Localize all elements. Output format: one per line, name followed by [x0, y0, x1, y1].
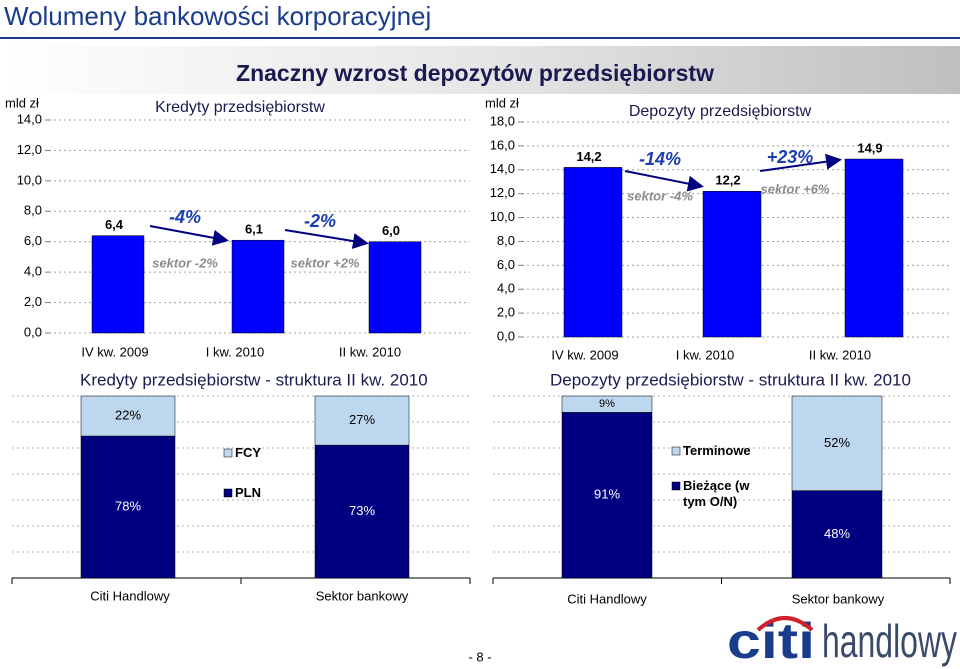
value-label: 22% [115, 407, 141, 422]
y-tick-label: 0,0 [24, 324, 42, 339]
value-label: 6,0 [382, 223, 400, 238]
slide-title: Wolumeny bankowości korporacyjnej [4, 1, 431, 31]
arrow [284, 229, 369, 249]
value-label: 9% [599, 398, 615, 410]
change-annotation: -14% [639, 149, 681, 169]
y-tick-label: 8,0 [497, 233, 515, 248]
y-tick-label: 10,0 [17, 172, 42, 187]
y-tick-label: 8,0 [24, 203, 42, 218]
legend-swatch [671, 446, 681, 456]
chart-title: Depozyty przedsiębiorstw - struktura II … [550, 370, 911, 389]
chart-title: Kredyty przedsiębiorstw [155, 99, 325, 116]
legend-item: Terminowe [683, 443, 751, 458]
legend-item: FCY [235, 445, 261, 460]
logo-arc [756, 616, 814, 632]
y-axis-unit: mld zł [5, 95, 39, 110]
y-tick-label: 2,0 [497, 305, 515, 320]
x-tick-label: Citi Handlowy [567, 591, 647, 606]
x-tick-label: IV kw. 2009 [551, 347, 618, 362]
value-label: 12,2 [715, 173, 740, 188]
y-tick-label: 6,0 [24, 233, 42, 248]
y-tick-label: 12,0 [17, 142, 42, 157]
value-label: 27% [349, 412, 375, 427]
value-label: 91% [594, 487, 620, 502]
change-annotation: -2% [304, 211, 336, 231]
y-tick-label: 6,0 [497, 257, 515, 272]
y-tick-label: 18,0 [490, 113, 515, 128]
x-tick-label: Sektor bankowy [316, 588, 409, 603]
legend-label: FCY [235, 445, 261, 460]
y-tick-label: 14,0 [490, 161, 515, 176]
value-label: 6,4 [105, 217, 124, 232]
x-tick-label: Citi Handlowy [90, 588, 170, 603]
value-label: 14,2 [576, 149, 601, 164]
bar-segment [314, 395, 410, 446]
x-tick-label: II kw. 2010 [339, 344, 401, 359]
arrow [149, 225, 229, 246]
bar [91, 235, 145, 334]
change-annotation: +23% [767, 147, 814, 167]
value-label: 48% [824, 526, 850, 541]
sector-annotation: sektor -2% [152, 255, 218, 270]
legend-swatch [671, 481, 681, 491]
chart-title: Depozyty przedsiębiorstw [629, 103, 812, 120]
logo-name: handlowy [822, 615, 957, 667]
bar [702, 191, 762, 338]
legend-label: Terminowe [683, 443, 751, 458]
x-tick-label: II kw. 2010 [809, 347, 871, 362]
arrow [759, 153, 842, 172]
x-tick-label: I kw. 2010 [206, 344, 265, 359]
bar-segment [561, 412, 653, 579]
x-tick-label: Sektor bankowy [792, 591, 885, 606]
y-tick-label: 0,0 [497, 328, 515, 343]
legend-label: PLN [235, 485, 261, 500]
change-annotation: -4% [169, 207, 201, 227]
bar-segment [314, 444, 410, 579]
bar [368, 241, 422, 334]
banner: Znaczny wzrost depozytów przedsiębiorstw [236, 60, 714, 86]
sector-annotation: sektor +2% [290, 255, 359, 270]
y-tick-label: 14,0 [17, 111, 42, 126]
y-axis-unit: mld zł [485, 95, 519, 110]
y-tick-label: 2,0 [24, 294, 42, 309]
arrow [624, 170, 704, 192]
legend-item: PLN [235, 485, 261, 500]
value-label: 52% [824, 435, 850, 450]
page-number: - 8 - [468, 649, 491, 664]
value-label: 73% [349, 503, 375, 518]
bar-segment [561, 395, 653, 413]
value-label: 78% [115, 498, 141, 513]
legend-swatch [223, 448, 233, 458]
bar-segment [791, 395, 883, 491]
bar [231, 239, 285, 334]
banner-box [0, 46, 960, 94]
bar-segment [791, 490, 883, 579]
x-tick-label: IV kw. 2009 [81, 344, 148, 359]
bar [844, 158, 904, 338]
y-tick-label: 4,0 [24, 264, 42, 279]
value-label: 6,1 [245, 222, 263, 237]
y-tick-label: 10,0 [490, 209, 515, 224]
chart-title: Kredyty przedsiębiorstw - struktura II k… [80, 370, 428, 389]
legend-item: Bieżące (w tym O/N) [683, 478, 750, 509]
sector-annotation: sektor +6% [760, 181, 829, 196]
bar-segment [80, 395, 176, 437]
legend-swatch [223, 488, 233, 498]
x-tick-label: I kw. 2010 [676, 347, 735, 362]
y-tick-label: 12,0 [490, 185, 515, 200]
bar [563, 167, 623, 338]
y-tick-label: 4,0 [497, 281, 515, 296]
sector-annotation: sektor -4% [627, 188, 693, 203]
legend-label: Bieżące (w tym O/N) [683, 478, 750, 509]
y-tick-label: 16,0 [490, 137, 515, 152]
value-label: 14,9 [857, 140, 882, 155]
